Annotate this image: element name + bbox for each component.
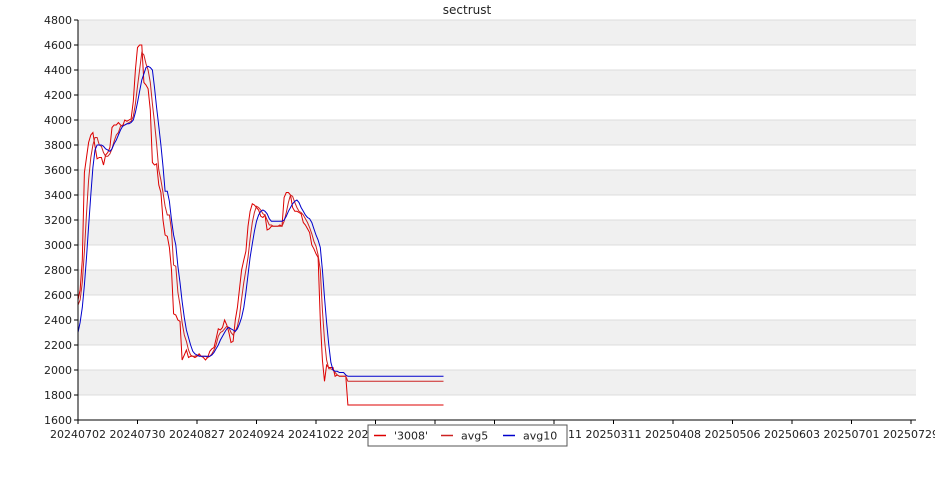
y-tick-label: 3400	[44, 189, 72, 202]
y-tick-label: 3200	[44, 214, 72, 227]
y-tick-label: 2800	[44, 264, 72, 277]
legend-label: '3008'	[394, 430, 428, 443]
y-tick-label: 3800	[44, 139, 72, 152]
x-tick-label: 20240827	[169, 428, 225, 441]
y-axis-ticks: 1600 1800 2000 2200 2400 2600 2800 3000 3200 3400…	[44, 14, 78, 427]
x-tick-label: 20250408	[645, 428, 701, 441]
background-band	[78, 20, 916, 45]
background-band	[78, 220, 916, 245]
chart-title: sectrust	[443, 3, 492, 17]
y-tick-label: 2000	[44, 364, 72, 377]
series-line-2	[77, 65, 444, 377]
legend: '3008' avg5 avg10	[367, 424, 568, 447]
x-tick-label: 20240924	[229, 428, 285, 441]
y-tick-label: 4400	[44, 64, 72, 77]
background-bands	[78, 20, 916, 395]
series-lines	[77, 44, 444, 406]
x-tick-label: 20250729	[883, 428, 935, 441]
series-line-1	[77, 51, 444, 382]
y-tick-label: 2200	[44, 339, 72, 352]
y-tick-label: 3600	[44, 164, 72, 177]
y-tick-label: 2600	[44, 289, 72, 302]
grid-lines	[78, 19, 916, 421]
x-tick-label: 20250701	[824, 428, 880, 441]
legend-label: avg5	[461, 430, 488, 443]
y-tick-label: 3000	[44, 239, 72, 252]
background-band	[78, 270, 916, 295]
series-line-0	[77, 44, 444, 406]
legend-label: avg10	[523, 430, 557, 443]
background-band	[78, 370, 916, 395]
background-band	[78, 120, 916, 145]
x-tick-label: 20241022	[288, 428, 344, 441]
y-tick-label: 4000	[44, 114, 72, 127]
y-tick-label: 1600	[44, 414, 72, 427]
y-tick-label: 2400	[44, 314, 72, 327]
x-tick-label: 20240730	[110, 428, 166, 441]
background-band	[78, 170, 916, 195]
legend-box	[367, 424, 568, 447]
y-tick-label: 1800	[44, 389, 72, 402]
x-tick-label: 20240702	[50, 428, 106, 441]
x-tick-label: 20250506	[705, 428, 761, 441]
y-tick-label: 4200	[44, 89, 72, 102]
background-band	[78, 70, 916, 95]
x-tick-label: 20250603	[764, 428, 820, 441]
y-tick-label: 4800	[44, 14, 72, 27]
y-tick-label: 4600	[44, 39, 72, 52]
background-band	[78, 320, 916, 345]
x-tick-label: 20250311	[586, 428, 642, 441]
